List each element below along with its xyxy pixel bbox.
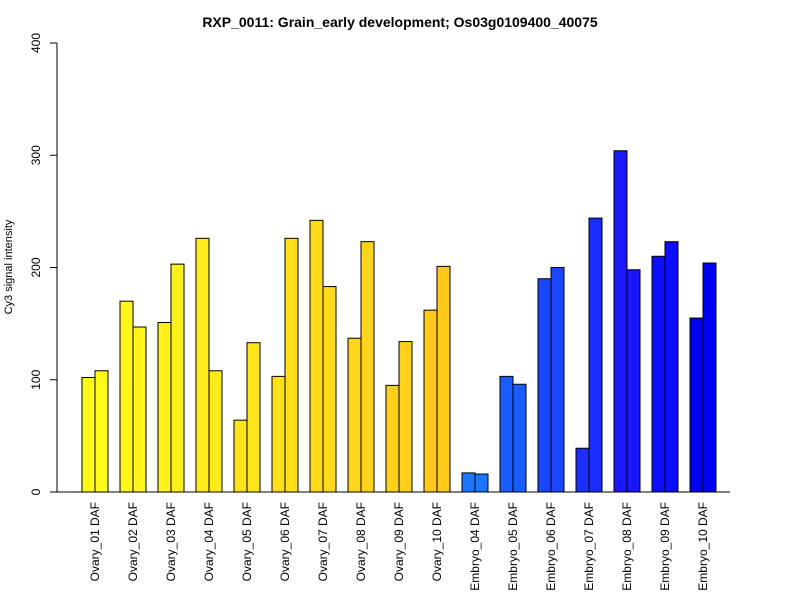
bar [119, 300, 134, 493]
bar [436, 265, 451, 493]
x-tick-label: Ovary_05 DAF [240, 502, 254, 581]
bar [499, 375, 514, 493]
bar [170, 263, 185, 493]
x-tick-labels: Ovary_01 DAF Ovary_02 DAF Ovary_03 DAF Ovar… [88, 502, 710, 591]
y-tick-label: 300 [29, 145, 43, 165]
bar [626, 269, 641, 493]
bar [423, 309, 438, 493]
bar [461, 472, 476, 493]
x-tick-label: Ovary_03 DAF [164, 502, 178, 581]
bar [195, 237, 210, 493]
bar [360, 241, 375, 493]
bar [588, 217, 603, 493]
bar [702, 262, 717, 493]
bar [664, 241, 679, 493]
bar [689, 317, 704, 493]
y-axis: 0 100 200 300 400 [29, 33, 58, 495]
bar [309, 219, 324, 493]
x-tick-label: Ovary_09 DAF [392, 502, 406, 581]
y-tick-label: 100 [29, 369, 43, 389]
bar [271, 375, 286, 493]
bar [550, 267, 565, 493]
y-axis-title: Cy3 signal intensity [3, 219, 15, 314]
bar [385, 384, 400, 493]
bar [208, 370, 223, 493]
bar [233, 419, 248, 493]
y-tick-label: 200 [29, 257, 43, 277]
bars [81, 150, 717, 493]
bar [132, 326, 147, 493]
bar [347, 337, 362, 493]
chart-title: RXP_0011: Grain_early development; Os03g… [202, 14, 598, 30]
bar [322, 286, 337, 493]
bar [474, 473, 489, 493]
bar [246, 342, 261, 493]
x-tick-label: Ovary_04 DAF [202, 502, 216, 581]
x-tick-label: Embryo_06 DAF [544, 502, 558, 591]
bar [613, 150, 628, 493]
bar [157, 322, 172, 493]
x-tick-label: Embryo_07 DAF [582, 502, 596, 591]
bar [575, 447, 590, 493]
x-tick-label: Embryo_10 DAF [696, 502, 710, 591]
bar [512, 383, 527, 493]
x-tick-label: Ovary_08 DAF [354, 502, 368, 581]
bar [94, 370, 109, 493]
bar [284, 237, 299, 493]
x-tick-label: Ovary_01 DAF [88, 502, 102, 581]
bar [398, 341, 413, 493]
x-tick-label: Embryo_08 DAF [620, 502, 634, 591]
x-tick-label: Ovary_02 DAF [126, 502, 140, 581]
bar [81, 377, 96, 493]
x-tick-label: Embryo_09 DAF [658, 502, 672, 591]
bar [651, 255, 666, 493]
bar [537, 278, 552, 493]
x-tick-label: Ovary_06 DAF [278, 502, 292, 581]
x-tick-label: Embryo_05 DAF [506, 502, 520, 591]
y-tick-label: 0 [29, 488, 43, 495]
y-tick-label: 400 [29, 33, 43, 53]
x-tick-label: Ovary_10 DAF [430, 502, 444, 581]
x-tick-label: Embryo_04 DAF [468, 502, 482, 591]
x-tick-label: Ovary_07 DAF [316, 502, 330, 581]
